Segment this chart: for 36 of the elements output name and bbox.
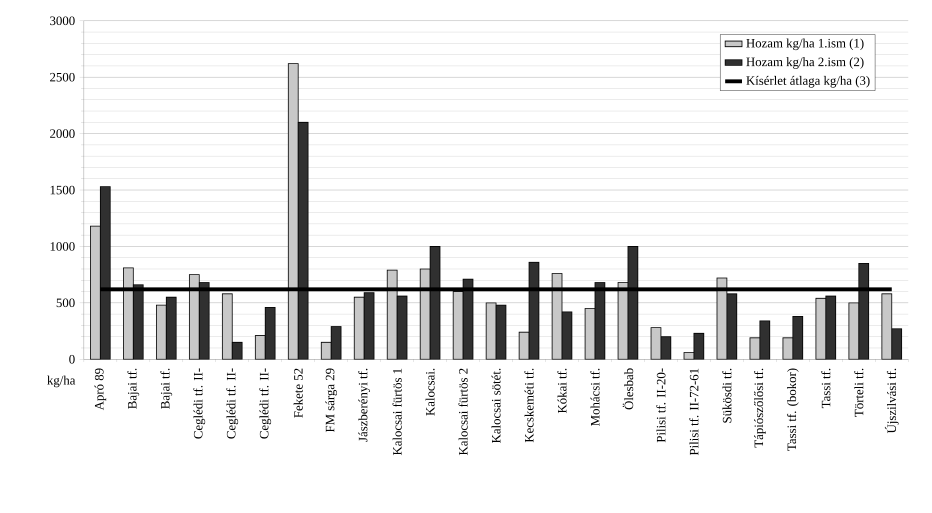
x-tick-label: Kókai tf. <box>557 368 567 414</box>
x-tick-label: Tassi tf. (bokor) <box>786 368 799 451</box>
x-tick-label: Ceglédi tf. II- <box>226 368 238 439</box>
x-tick-label: Kalocsai sötét. <box>492 368 501 444</box>
x-tick-label: Kecskeméti tf. <box>524 368 534 442</box>
x-tick-label: Fekete 52 <box>294 368 303 418</box>
x-tick-label: Ölesbab <box>622 368 634 410</box>
x-tick-label: Tassi tf. <box>821 368 830 408</box>
y-tick-label: 1000 <box>50 242 75 251</box>
x-tick-label: Mohácsi tf. <box>590 368 600 426</box>
y-tick-label: 3000 <box>50 16 75 26</box>
x-tick-label: Újszilvási tf. <box>884 368 899 434</box>
x-tick-label: Ceglédi tf. II- <box>193 368 206 439</box>
x-tick-label: Kalocsai fürtös 2 <box>458 368 468 456</box>
x-tick-label: Pilisi tf. II-72-61 <box>689 368 699 456</box>
x-tick-label: Apró 89 <box>94 368 106 410</box>
legend-label: Kísérlet átlaga kg/ha (3) <box>746 76 870 88</box>
legend-label: Hozam kg/ha 2.ism (2) <box>746 57 864 70</box>
x-tick-label: Jászberényi tf. <box>358 368 370 442</box>
x-tick-label: FM sárga 29 <box>325 368 338 432</box>
x-tick-label: Sükösdi tf. <box>722 368 732 423</box>
x-tick-label: Bajai tf. <box>160 368 172 410</box>
y-tick-label: 2000 <box>50 129 75 138</box>
legend-label: Hozam kg/ha 1.ism (1) <box>746 38 864 50</box>
y-axis-title: kg/ha <box>47 376 76 388</box>
x-tick-label: Ceglédi tf. II- <box>259 368 272 439</box>
x-tick-label: Tápiószőlősi tf. <box>754 368 766 448</box>
y-tick-label: 2500 <box>50 73 75 82</box>
y-tick-label: 1500 <box>50 186 75 195</box>
x-tick-label: Bajai tf. <box>127 368 140 410</box>
x-tick-label: Kalocsai. <box>426 368 435 416</box>
y-tick-label: 500 <box>56 298 75 308</box>
x-tick-label: Kalocsai fürtös 1 <box>392 368 402 456</box>
x-tick-label: Pilisi tf. II-20- <box>656 368 666 442</box>
x-tick-label: Törteli tf. <box>854 368 864 417</box>
y-tick-label: 0 <box>69 355 75 364</box>
